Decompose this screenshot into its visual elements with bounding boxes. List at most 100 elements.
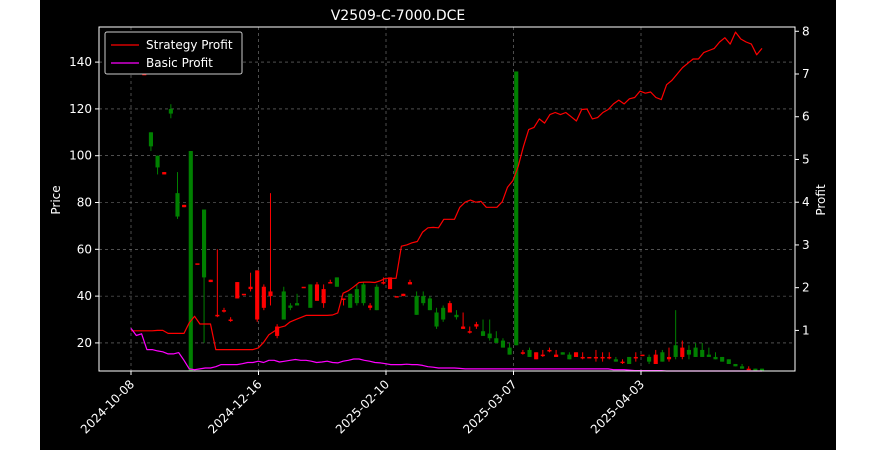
candle-body [474,324,479,327]
candle-body [368,305,373,308]
candle-body [487,333,492,339]
candle-body [168,108,173,114]
y-left-tick-label: 120 [69,102,92,116]
candle-body [627,356,632,364]
x-tick-label: 2025-04-03 [588,377,647,436]
candle-body [693,347,698,357]
grid-lines [99,27,795,371]
candle-body [175,193,180,217]
candle-body [387,277,393,290]
candle-body [381,282,386,284]
candle-body [759,368,765,371]
candle-body [394,296,399,298]
candle-body [647,356,652,362]
candle-body [195,263,200,265]
candle-body [507,347,512,355]
candle-body [494,338,499,343]
x-tick-label: 2024-10-08 [78,377,137,436]
candle-body [660,352,665,362]
candle-body [700,349,705,357]
candle-body [328,282,333,284]
candle-body [208,279,213,283]
chart-figure: V2509-C-7000.DCE 2024-10-08 2024-12-16 202… [40,0,836,450]
candle-body [527,349,532,357]
candle-body [640,354,645,357]
candle-body [221,310,227,312]
y-axis-left-label: Price [49,185,63,214]
candle-body [361,284,366,304]
candle-body [427,298,432,311]
candle-body [162,172,167,175]
y-right-tick-label: 3 [802,238,810,252]
candle-body [334,277,339,287]
candle-body [706,354,711,357]
candle-body [547,349,552,352]
candle-body [374,286,379,311]
chart-title: V2509-C-7000.DCE [331,8,466,24]
y-axis-left-ticks: 20 40 60 80 100 120 140 [69,55,99,350]
candle-body [301,286,306,289]
candle-body [348,293,353,308]
candle-body [587,356,592,359]
candle-body [686,349,691,355]
candle-body [500,340,506,348]
candle-body [188,151,193,371]
y-left-tick-label: 80 [77,196,92,210]
y-right-tick-label: 4 [802,195,810,209]
candle-body [202,209,207,278]
y-left-tick-label: 40 [77,289,92,303]
candle-body [713,356,718,360]
candle-body [235,282,240,299]
candle-body [241,293,246,296]
candle-body [673,345,678,357]
y-left-tick-label: 60 [77,242,92,256]
candle-body [514,71,519,346]
candle-body [281,291,286,320]
candle-body [580,356,585,359]
candle-body [288,305,293,308]
candle-body [534,352,539,360]
candle-body [255,270,260,320]
x-tick-label: 2025-02-10 [333,377,392,436]
candle-body [600,356,605,359]
candle-body [215,314,220,317]
profit-lines [130,31,763,372]
candle-body [653,354,658,364]
y-left-tick-label: 100 [69,149,92,163]
candlesticks [128,66,765,371]
candle-body [746,368,751,371]
y-right-tick-label: 5 [802,152,810,166]
candle-body [275,326,280,336]
y-left-tick-label: 20 [77,336,92,350]
candle-body [560,352,565,355]
candle-body [447,303,452,313]
candle-body [248,286,253,290]
candle-body [461,326,466,329]
candle-body [294,303,300,306]
candle-body [182,204,187,208]
legend: Strategy Profit Basic Profit [104,31,243,75]
candle-body [520,352,525,354]
candle-body [354,289,359,304]
y-axis-right-ticks: 1 2 3 4 5 6 7 8 [795,24,810,337]
candle-body [434,312,439,327]
candle-body [666,356,672,360]
candle-body [680,347,685,357]
candle-body [567,354,572,360]
candle-body [733,363,738,367]
candle-body [540,354,545,357]
candle-body [321,289,326,304]
candle-body [228,319,233,322]
y-right-tick-label: 7 [802,67,810,81]
chart-svg: V2509-C-7000.DCE 2024-10-08 2024-12-16 202… [49,8,828,436]
candle-body [573,352,579,357]
x-tick-label: 2025-03-07 [460,377,519,436]
y-right-tick-label: 6 [802,110,810,124]
candle-body [407,282,413,285]
candle-body [441,307,446,320]
y-right-tick-label: 1 [802,323,810,337]
candle-body [414,296,419,315]
candle-body [314,284,320,301]
candle-body [726,359,731,364]
